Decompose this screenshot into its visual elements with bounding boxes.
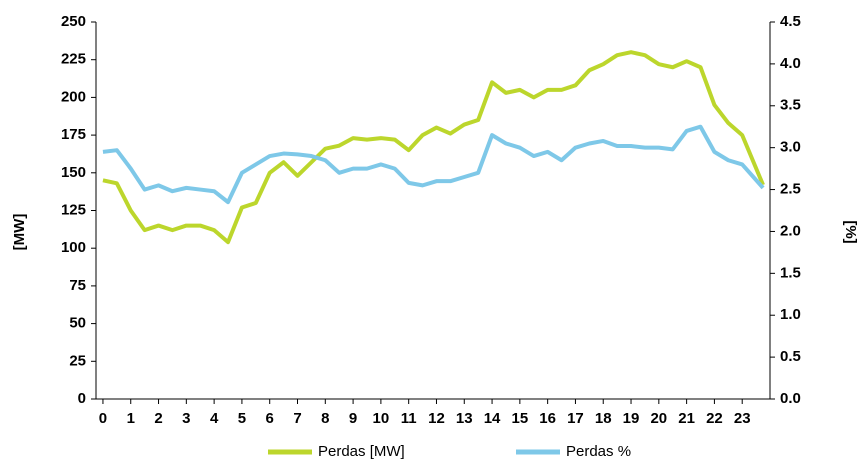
y-tick-label: 250 (61, 13, 86, 30)
x-tick-label: 7 (293, 410, 301, 427)
y-tick-label: 150 (61, 164, 86, 181)
y2-tick-label: 1.0 (780, 306, 801, 323)
y-axis-label: [MW] (11, 214, 28, 251)
y2-tick-label: 1.5 (780, 264, 801, 281)
y2-tick-label: 3.5 (780, 97, 801, 114)
x-tick-label: 19 (623, 410, 640, 427)
x-tick-label: 12 (428, 410, 445, 427)
series-line (102, 124, 765, 205)
x-tick-label: 18 (595, 410, 612, 427)
x-tick-label: 9 (349, 410, 357, 427)
x-tick-label: 21 (678, 410, 695, 427)
x-tick-label: 10 (373, 410, 390, 427)
y2-tick-label: 0.5 (780, 348, 801, 365)
y2-tick-label: 3.0 (780, 139, 801, 156)
x-tick-label: 1 (127, 410, 135, 427)
x-tick-label: 3 (182, 410, 190, 427)
y2-tick-label: 2.5 (780, 181, 801, 198)
x-tick-label: 20 (650, 410, 667, 427)
legend-label: Perdas [MW] (318, 443, 405, 460)
y-tick-label: 175 (61, 126, 86, 143)
series-line (102, 50, 765, 245)
x-tick-label: 23 (734, 410, 751, 427)
x-tick-label: 2 (154, 410, 162, 427)
x-tick-label: 6 (266, 410, 274, 427)
x-tick-label: 14 (484, 410, 501, 427)
y2-tick-label: 2.0 (780, 222, 801, 239)
y2-tick-label: 4.0 (780, 55, 801, 72)
y-tick-label: 0 (78, 390, 86, 407)
y-tick-label: 25 (69, 352, 86, 369)
x-tick-label: 17 (567, 410, 584, 427)
x-tick-label: 0 (99, 410, 107, 427)
x-tick-label: 11 (401, 410, 417, 427)
x-tick-label: 22 (706, 410, 723, 427)
y-tick-label: 225 (61, 51, 86, 68)
x-tick-label: 15 (512, 410, 529, 427)
y-tick-label: 75 (69, 277, 86, 294)
legend-label: Perdas % (566, 443, 631, 460)
x-tick-label: 4 (210, 410, 219, 427)
x-tick-label: 5 (238, 410, 246, 427)
x-tick-label: 16 (539, 410, 556, 427)
y2-tick-label: 4.5 (780, 13, 801, 30)
y-tick-label: 100 (61, 239, 86, 256)
y-tick-label: 125 (61, 201, 86, 218)
y-tick-label: 200 (61, 88, 86, 105)
x-tick-label: 8 (321, 410, 329, 427)
x-tick-label: 13 (456, 410, 473, 427)
y-tick-label: 50 (69, 315, 86, 332)
y2-axis-label: [%] (842, 220, 859, 243)
y2-tick-label: 0.0 (780, 390, 801, 407)
